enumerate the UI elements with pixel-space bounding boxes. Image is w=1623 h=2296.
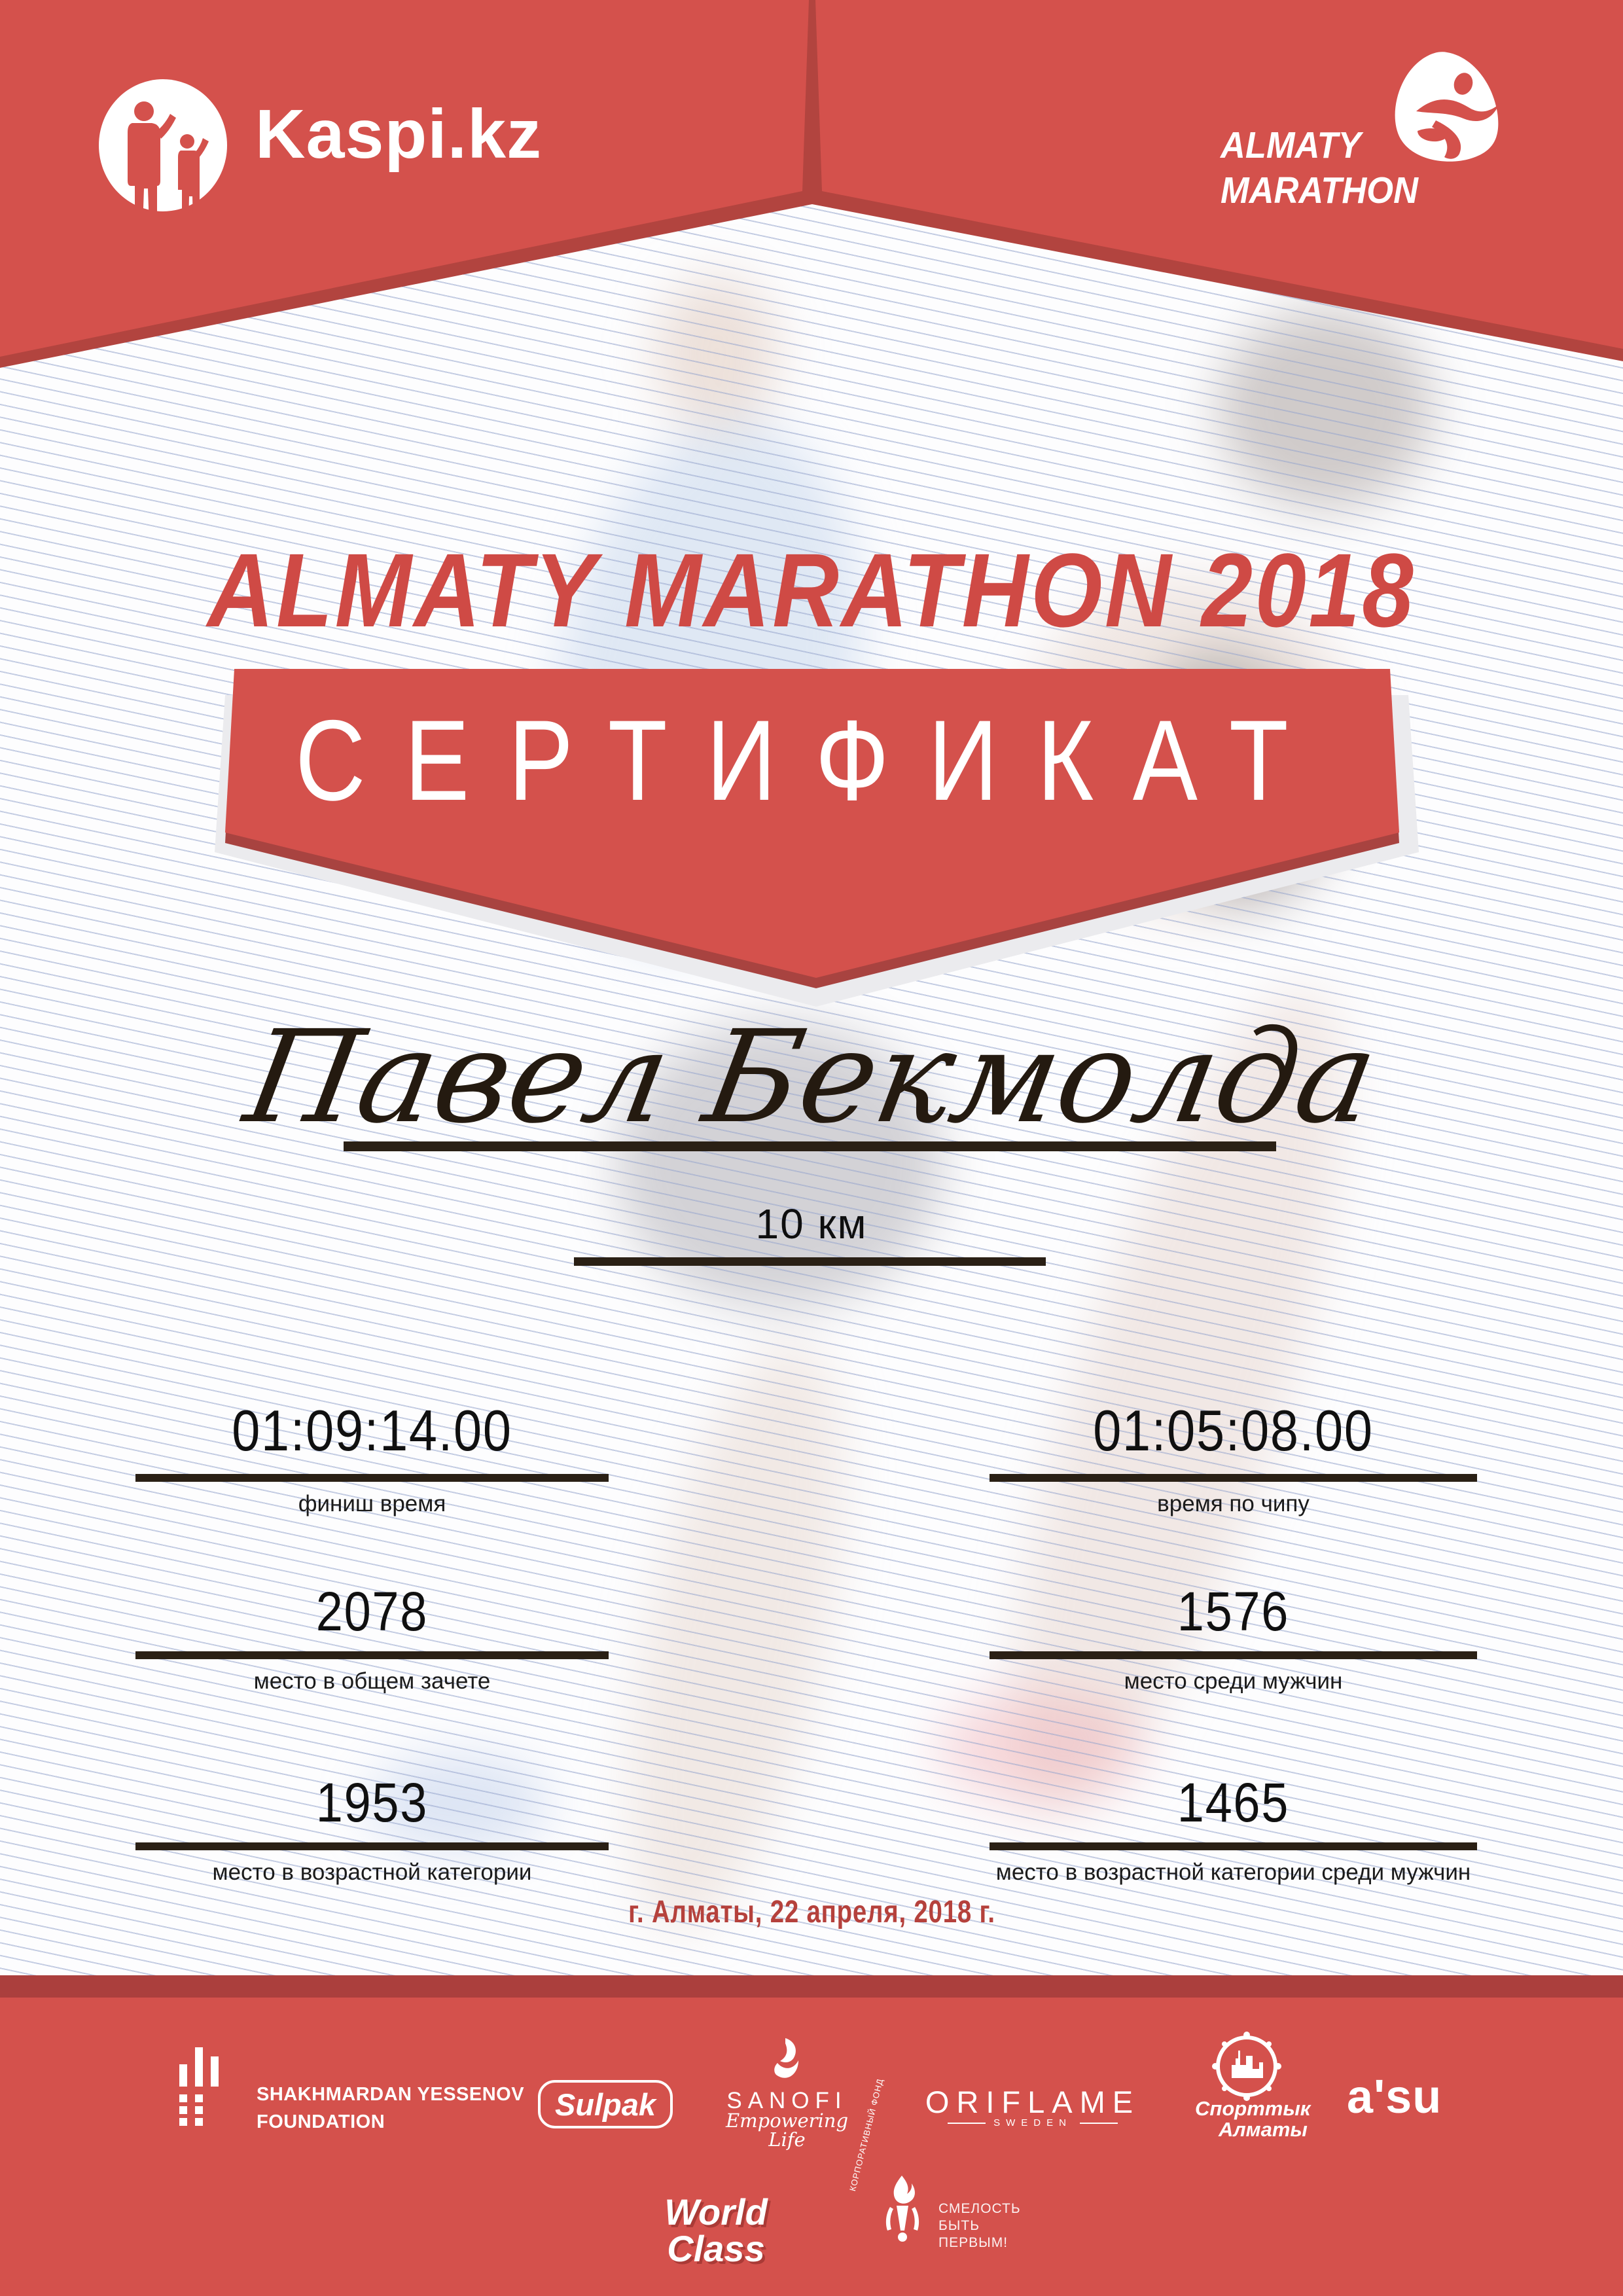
almaty-marathon-runner-icon xyxy=(1395,52,1499,162)
distance-underline xyxy=(574,1257,1046,1266)
name-underline xyxy=(344,1141,1276,1151)
oriflame-rule-left xyxy=(948,2122,986,2124)
sponsors-band xyxy=(0,1998,1623,2296)
torch-icon xyxy=(885,2176,919,2242)
yessenov-foundation-name-2: FOUNDATION xyxy=(257,2111,385,2132)
stat-label: время по чипу xyxy=(1157,1491,1310,1516)
stat-label: место в общем зачете xyxy=(253,1668,491,1694)
sport-almaty-text-2: Алматы xyxy=(1219,2118,1308,2141)
stat-value: 1465 xyxy=(990,1775,1477,1842)
stat-finish-time: 01:09:14.00 финиш время xyxy=(135,1402,609,1515)
participant-name: Павел Бекмолда xyxy=(236,1003,1387,1151)
stat-underline xyxy=(135,1842,609,1850)
badge-face xyxy=(225,669,1399,978)
stat-label: место среди мужчин xyxy=(1124,1668,1343,1694)
yessenov-foundation-icon xyxy=(179,2047,219,2126)
stat-label: место в возрастной категории xyxy=(212,1859,532,1885)
sulpak-logo-text: Sulpak xyxy=(554,2087,656,2122)
world-class-logo-text: World Class xyxy=(664,2191,768,2269)
stat-value-text: 1953 xyxy=(315,1772,429,1833)
sanofi-tagline: Empowering Life xyxy=(725,2109,849,2151)
distance: 10 км xyxy=(755,1200,868,1247)
stat-value: 01:05:08.00 xyxy=(990,1402,1477,1474)
sulpak-logo: Sulpak xyxy=(538,2080,673,2128)
stat-age-place: 1953 место в возрастной категории xyxy=(135,1775,609,1884)
stat-men-place: 1576 место среди мужчин xyxy=(990,1584,1477,1693)
bottom-accent-bar xyxy=(0,1975,1623,1998)
almaty-marathon-logo-text-2: MARATHON xyxy=(1221,170,1418,211)
stat-value: 1576 xyxy=(990,1584,1477,1651)
almaty-marathon-logo-text-1: ALMATY xyxy=(1221,124,1361,166)
stat-underline xyxy=(990,1651,1477,1659)
stat-overall-place: 2078 место в общем зачете xyxy=(135,1584,609,1693)
yessenov-foundation-name-1: SHAKHMARDAN YESSENOV xyxy=(257,2084,525,2105)
date-location: г. Алматы, 22 апреля, 2018 г. xyxy=(0,1897,1623,1928)
stat-value-text: 2078 xyxy=(315,1581,429,1642)
stat-age-men-place: 1465 место в возрастной категории среди … xyxy=(990,1775,1477,1884)
stat-value: 1953 xyxy=(135,1775,609,1842)
stat-value-text: 01:05:08.00 xyxy=(1093,1398,1374,1463)
oriflame-logo-text: ORIFLAME xyxy=(925,2085,1141,2119)
sanofi-bird-icon xyxy=(774,2038,798,2078)
fund-slogan-line: СМЕЛОСТЬ xyxy=(938,2201,1021,2216)
stat-value: 01:09:14.00 xyxy=(135,1402,609,1474)
stat-underline xyxy=(990,1842,1477,1850)
stat-value-text: 1465 xyxy=(1177,1772,1290,1833)
sport-almaty-emblem-icon xyxy=(1212,2032,1281,2101)
stat-chip-time: 01:05:08.00 время по чипу xyxy=(990,1402,1477,1515)
date-location-text: г. Алматы, 22 апреля, 2018 г. xyxy=(628,1895,995,1929)
oriflame-sweden: SWEDEN xyxy=(921,2118,1144,2128)
event-title-text: ALMATY MARATHON 2018 xyxy=(207,531,1416,649)
sport-almaty-text-1: Спорттык xyxy=(1195,2097,1311,2120)
asu-logo-text: a'su xyxy=(1347,2071,1442,2123)
event-title: ALMATY MARATHON 2018 xyxy=(0,538,1623,643)
oriflame-rule-right xyxy=(1079,2122,1118,2124)
kaspi-logo-text: Kaspi.kz xyxy=(255,96,543,173)
certificate-heading: СЕРТИФИКАТ xyxy=(0,704,1623,818)
oriflame-sweden-text: SWEDEN xyxy=(993,2117,1072,2128)
fund-slogan: СМЕЛОСТЬ БЫТЬ ПЕРВЫМ! xyxy=(938,2200,1021,2251)
header-banner-left xyxy=(0,0,809,357)
fund-slogan-line: БЫТЬ xyxy=(938,2218,980,2233)
stat-label: финиш время xyxy=(298,1491,446,1516)
fund-slogan-line: ПЕРВЫМ! xyxy=(938,2235,1008,2250)
stat-value-text: 1576 xyxy=(1177,1581,1290,1642)
stat-label: место в возрастной категории среди мужчи… xyxy=(995,1859,1471,1885)
certificate-heading-text: СЕРТИФИКАТ xyxy=(295,697,1328,825)
kaspi-logo-icon xyxy=(99,79,227,213)
certificate-badge xyxy=(215,669,1419,1007)
stat-underline xyxy=(135,1474,609,1482)
stat-underline xyxy=(135,1651,609,1659)
stat-underline xyxy=(990,1474,1477,1482)
stat-value-text: 01:09:14.00 xyxy=(232,1398,512,1463)
sanofi-logo-text: SANOFI xyxy=(726,2088,847,2113)
stat-value: 2078 xyxy=(135,1584,609,1651)
